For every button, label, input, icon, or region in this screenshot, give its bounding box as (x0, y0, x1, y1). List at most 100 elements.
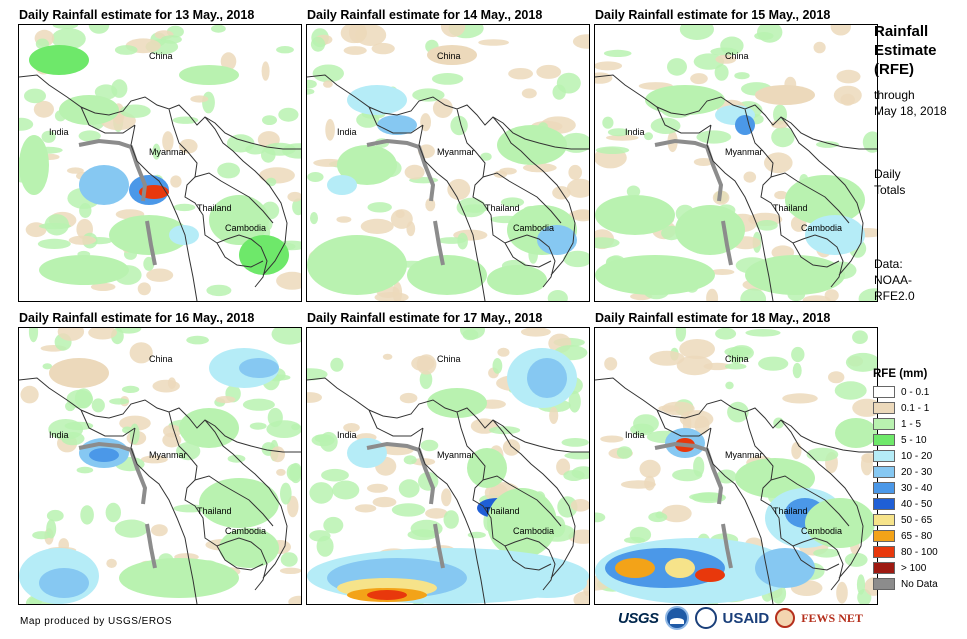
map-credit: Map produced by USGS/EROS (20, 616, 173, 627)
legend-item: 1 - 5 (873, 416, 938, 432)
rainfall-map: China India Myanmar Thailand Cambodia (18, 327, 302, 605)
rain-speckle (862, 131, 877, 153)
map-label-china: China (437, 51, 461, 61)
rain-speckle (280, 482, 292, 505)
rain-speckle (858, 288, 877, 301)
rain-area (835, 418, 877, 448)
no-data-strip (78, 441, 157, 569)
rain-speckle (160, 35, 182, 44)
rain-speckle (480, 152, 492, 161)
map-label-myanmar: Myanmar (725, 450, 763, 460)
rain-speckle (349, 25, 367, 44)
daily-label: Daily (874, 167, 901, 181)
rain-speckle (443, 510, 459, 529)
rain-speckle (676, 355, 713, 376)
rain-speckle (727, 401, 749, 423)
rain-area (785, 175, 865, 225)
rainfall-map: China India Myanmar Thailand Cambodia (594, 24, 878, 302)
rain-area (805, 215, 865, 255)
rain-speckle (323, 516, 344, 534)
rain-speckle (570, 499, 589, 512)
rain-speckle (46, 509, 64, 522)
legend-label: > 100 (901, 562, 927, 574)
rain-speckle (80, 505, 94, 525)
map-panel-13-may: Daily Rainfall estimate for 13 May., 201… (18, 6, 302, 302)
rain-speckle (536, 64, 562, 79)
map-label-thailand: Thailand (197, 203, 232, 213)
rain-speckle (573, 591, 589, 604)
rain-area (645, 85, 725, 115)
side-title-line: Estimate (874, 42, 937, 59)
legend-swatch (873, 546, 895, 558)
rainfall-field (595, 25, 877, 301)
map-label-thailand: Thailand (485, 506, 520, 516)
rain-speckle (432, 98, 453, 118)
no-data-strip (78, 138, 157, 266)
rain-speckle (114, 519, 149, 538)
rain-speckle (626, 185, 641, 198)
legend-label: 80 - 100 (901, 546, 938, 558)
rain-speckle (572, 34, 589, 49)
legend-label: 50 - 65 (901, 514, 933, 526)
rain-speckle (441, 488, 452, 507)
rain-speckle (332, 480, 360, 500)
rain-speckle (61, 432, 85, 446)
rain-speckle (782, 393, 818, 404)
rain-speckle (802, 295, 831, 301)
rain-speckle (367, 483, 388, 493)
map-label-china: China (725, 51, 749, 61)
rain-speckle (552, 186, 571, 200)
rainfall-map: China India Myanmar Thailand Cambodia (306, 24, 590, 302)
map-panel-18-may: Daily Rainfall estimate for 18 May., 201… (594, 309, 878, 605)
no-data-strip (366, 138, 445, 266)
map-label-india: India (49, 127, 69, 137)
rain-area (337, 145, 397, 185)
rain-area (527, 358, 567, 398)
rain-speckle (569, 209, 589, 220)
rain-speckle (649, 350, 685, 366)
rainfall-field (307, 328, 589, 604)
rain-speckle (360, 218, 394, 234)
rain-speckle (227, 454, 246, 463)
rain-speckle (265, 177, 277, 187)
map-label-myanmar: Myanmar (149, 450, 187, 460)
rain-speckle (217, 162, 241, 179)
rain-speckle (690, 73, 708, 85)
legend-swatch (873, 514, 895, 526)
data-source-line: RFE2.0 (874, 289, 915, 303)
rain-speckle (94, 84, 118, 100)
rain-speckle (595, 237, 620, 249)
rain-area (347, 85, 407, 115)
legend-swatch (873, 450, 895, 462)
rain-area (39, 568, 89, 598)
rain-speckle (66, 389, 94, 409)
usaid-logo: USAID (722, 609, 770, 627)
through-label: through (874, 88, 915, 102)
rain-speckle (740, 288, 767, 301)
legend-item: 10 - 20 (873, 448, 938, 464)
rainfall-map: China India Myanmar Thailand Cambodia (306, 327, 590, 605)
map-label-cambodia: Cambodia (225, 526, 267, 536)
rain-speckle (291, 423, 300, 431)
map-label-myanmar: Myanmar (725, 147, 763, 157)
rain-speckle (307, 368, 328, 381)
rain-speckle (88, 328, 117, 340)
rain-speckle (813, 41, 826, 54)
legend-label: 0.1 - 1 (901, 402, 930, 414)
rain-area (377, 115, 417, 135)
legend-label: 20 - 30 (901, 466, 933, 478)
rain-speckle (757, 25, 783, 43)
rain-speckle (412, 88, 445, 102)
rain-area (49, 358, 109, 388)
rain-speckle (202, 91, 215, 114)
rain-area (89, 448, 119, 462)
rain-speckle (310, 212, 318, 225)
rain-speckle (715, 54, 737, 64)
side-title-line: (RFE) (874, 61, 914, 78)
rain-speckle (450, 115, 468, 136)
rain-area (367, 590, 407, 600)
rain-speckle (391, 503, 426, 517)
rain-area (169, 225, 199, 245)
data-label: Data: (874, 257, 903, 271)
rain-speckle (549, 407, 559, 424)
